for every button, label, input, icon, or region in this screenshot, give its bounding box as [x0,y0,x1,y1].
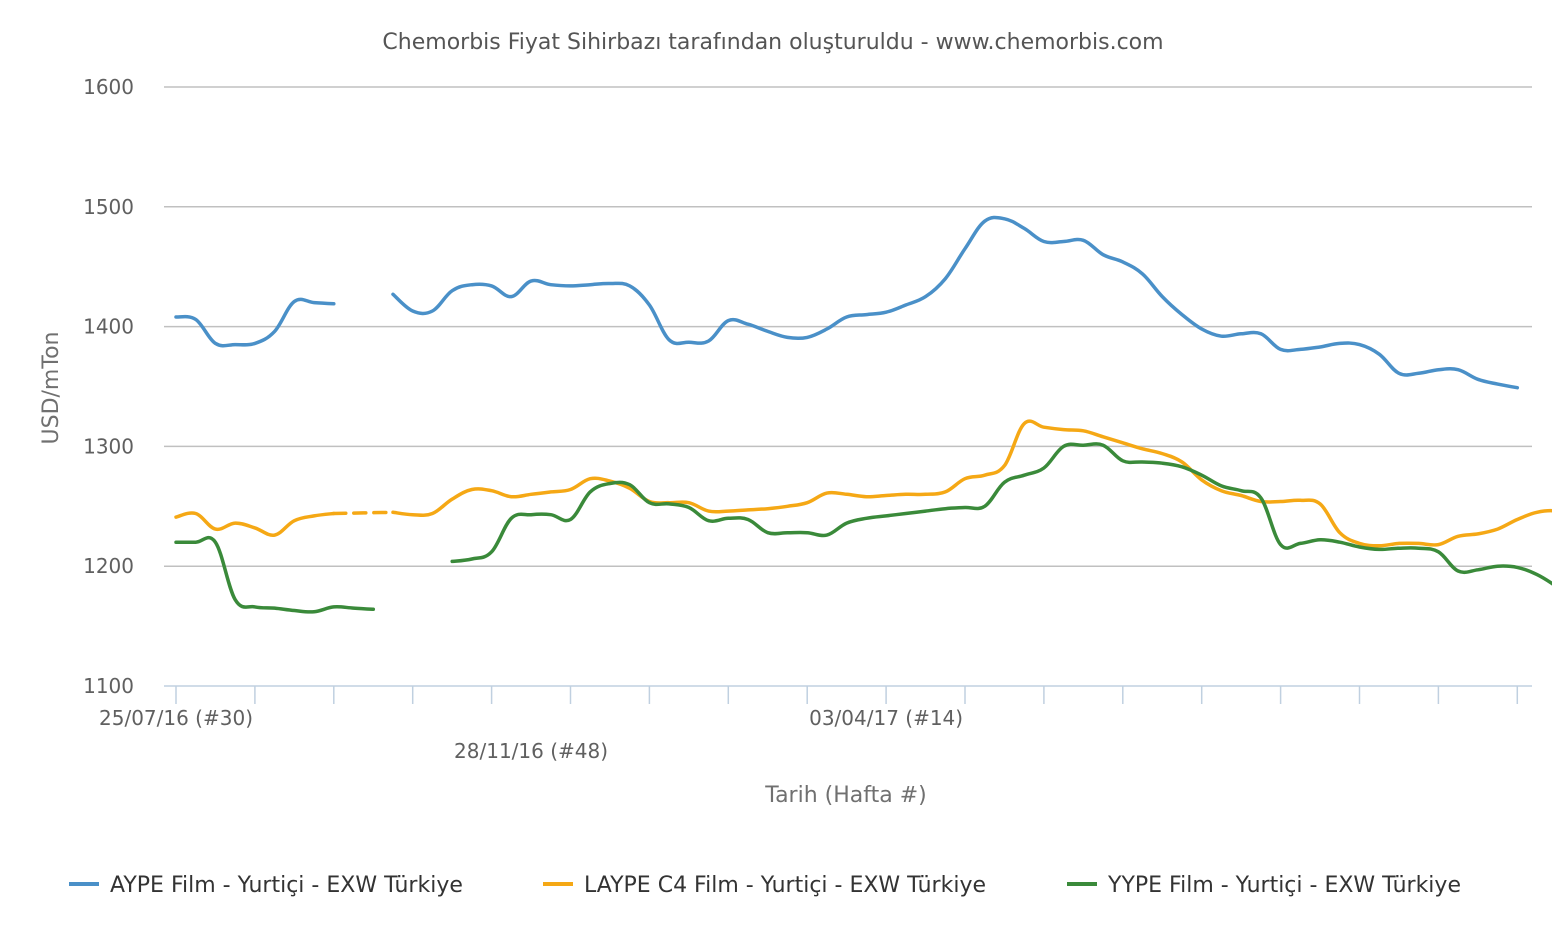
series-laype [174,419,1552,548]
x-axis-title: Tarih (Hafta #) [764,783,926,808]
series-aype [174,215,1520,390]
y-tick-label-1500: 1500 [83,195,134,219]
y-tick-labels: 1100 1200 1300 1400 1500 1600 [83,75,134,698]
series-yype-segment-0[interactable] [174,535,376,614]
x-tick-labels: 25/07/16 (#30) 28/11/16 (#48) 03/04/17 (#1… [99,706,963,763]
legend: AYPE Film - Yurtiçi - EXW Türkiye LAYPE … [69,873,1461,898]
x-tick-label: 25/07/16 (#30) [99,706,253,730]
legend-label-aype: AYPE Film - Yurtiçi - EXW Türkiye [110,873,463,898]
series-aype-segment-1[interactable] [391,215,1520,390]
y-gridlines [164,86,1532,567]
series-aype-segment-0[interactable] [174,297,336,348]
y-tick-label-1400: 1400 [83,315,134,339]
x-tick-label: 28/11/16 (#48) [454,739,608,763]
series-lines [174,215,1552,614]
series-laype-segment-2[interactable] [391,419,1552,548]
chart-title: Chemorbis Fiyat Sihirbazı tarafından olu… [382,30,1163,55]
legend-item-aype[interactable]: AYPE Film - Yurtiçi - EXW Türkiye [69,873,463,898]
series-laype-segment-1[interactable] [332,510,395,516]
series-laype-segment-0[interactable] [174,511,336,537]
y-axis-title: USD/mTon [39,332,64,445]
x-tick-label: 03/04/17 (#14) [809,706,963,730]
y-tick-label-1300: 1300 [83,434,134,458]
series-yype [174,442,1552,614]
legend-item-yype[interactable]: YYPE Film - Yurtiçi - EXW Türkiye [1067,873,1461,898]
legend-label-yype: YYPE Film - Yurtiçi - EXW Türkiye [1107,873,1461,898]
series-yype-segment-1[interactable] [450,442,1552,611]
x-ticks [175,686,1519,704]
y-tick-label-1200: 1200 [83,554,134,578]
legend-label-laype: LAYPE C4 Film - Yurtiçi - EXW Türkiye [584,873,986,898]
y-tick-label-1100: 1100 [83,674,134,698]
y-tick-label-1600: 1600 [83,75,134,99]
legend-item-laype[interactable]: LAYPE C4 Film - Yurtiçi - EXW Türkiye [543,873,986,898]
